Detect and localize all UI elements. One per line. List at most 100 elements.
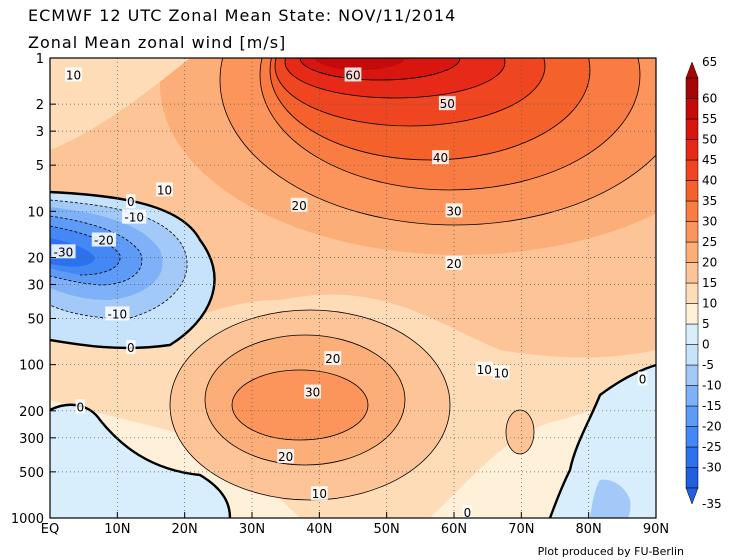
colorbar-label: 40 xyxy=(702,174,717,188)
contour-label: -10 xyxy=(108,307,128,321)
contour-label: 20 xyxy=(278,450,293,464)
contour-label-bg xyxy=(105,306,130,321)
colorbar-label: -30 xyxy=(702,461,722,475)
contour-label-bg xyxy=(122,209,147,224)
contour-label-bg xyxy=(475,361,493,376)
colorbar-label: -5 xyxy=(702,358,714,372)
colorbar-label: 60 xyxy=(702,92,717,106)
y-axis: 1 2 3 5 10 20 30 50 100 200 300 500 1000 xyxy=(11,52,56,527)
y-tick-label: 300 xyxy=(19,432,44,447)
colorbar-bin xyxy=(685,282,699,304)
colorbar-bin xyxy=(685,118,699,140)
grid-lines xyxy=(50,58,656,518)
colorbar-label: -10 xyxy=(702,379,722,393)
contour-label-bg xyxy=(156,182,173,197)
contour-label: 0 xyxy=(464,506,472,520)
contour-label: 60 xyxy=(345,68,360,82)
y-tick-label: 2 xyxy=(36,98,44,113)
x-tick-label: 10N xyxy=(104,522,130,537)
colorbar-bin xyxy=(685,405,699,427)
colorbar-bin xyxy=(685,159,699,181)
x-tick-label: EQ xyxy=(41,522,59,537)
contour-label: 30 xyxy=(446,204,461,218)
y-tick-label: 200 xyxy=(19,405,44,420)
colorbar-label: 45 xyxy=(702,153,717,167)
colorbar-bin xyxy=(685,241,699,263)
chart-subtitle: Zonal Mean zonal wind [m/s] xyxy=(28,33,287,52)
x-tick-label: 90N xyxy=(643,522,669,537)
colorbar-label: 0 xyxy=(702,338,710,352)
colorbar-label: -25 xyxy=(702,440,722,454)
contour-label-bg xyxy=(277,448,295,463)
contour-label: 0 xyxy=(127,341,135,355)
contour-label-bg xyxy=(637,371,648,386)
contour-lines xyxy=(50,58,656,501)
contour-label: -10 xyxy=(124,211,144,225)
contour-label-bg xyxy=(310,486,328,501)
contour-label: 50 xyxy=(440,97,455,111)
contour-label: 10 xyxy=(477,363,492,377)
colorbar-label: -35 xyxy=(702,497,722,511)
colorbar-bin xyxy=(685,344,699,366)
y-tick-label: 50 xyxy=(27,313,44,328)
colorbar-bin xyxy=(685,385,699,407)
x-tick-label: 50N xyxy=(374,522,400,537)
x-axis: EQ 10N 20N 30N 40N 50N 60N 70N 80N 90N xyxy=(41,512,669,537)
contour-label: 30 xyxy=(305,386,320,400)
x-tick-label: 40N xyxy=(306,522,332,537)
colorbar-bin xyxy=(685,303,699,325)
contour-label: 40 xyxy=(433,151,448,165)
colorbar-min-arrow xyxy=(685,487,699,505)
colorbar-label: 50 xyxy=(702,133,717,147)
contour-label: 10 xyxy=(66,68,81,82)
x-tick-label: 30N xyxy=(239,522,265,537)
y-tick-label: 10 xyxy=(27,205,44,220)
y-tick-label: 3 xyxy=(36,125,44,140)
contour-label: -30 xyxy=(54,245,74,259)
x-tick-label: 70N xyxy=(508,522,534,537)
colorbar-bin xyxy=(685,221,699,243)
contour-label-bg xyxy=(65,67,82,82)
y-tick-label: 1000 xyxy=(11,512,44,527)
colorbar-label: 20 xyxy=(702,256,717,270)
colorbar-label: 55 xyxy=(702,112,717,126)
y-tick-label: 500 xyxy=(19,466,44,481)
contour-label-bg xyxy=(304,384,321,399)
colorbar-label: -20 xyxy=(702,420,722,434)
contour-label: 20 xyxy=(325,352,340,366)
colorbar: -30 -25 -20 -15 -10 -5 0 5 10 15 20 25 30 35 40 45 50 55 6… xyxy=(685,55,722,511)
colorbar-label: 35 xyxy=(702,194,717,208)
contour-label-bg xyxy=(126,194,136,209)
contour-label-bg xyxy=(75,399,85,414)
contour-label-bg xyxy=(432,150,449,165)
credit-text: Plot produced by FU-Berlin xyxy=(537,545,684,558)
colorbar-label: 30 xyxy=(702,215,717,229)
plot-frame xyxy=(49,57,657,519)
colorbar-bin xyxy=(685,323,699,345)
contour-label: 10 xyxy=(493,366,508,380)
contour-label-bg xyxy=(290,197,308,212)
colorbar-bin xyxy=(685,262,699,284)
contour-label-bg xyxy=(462,505,473,520)
contour-label: 10 xyxy=(312,487,327,501)
contour-label-bg xyxy=(51,244,76,259)
contour-label-bg xyxy=(445,255,463,270)
x-tick-label: 60N xyxy=(441,522,467,537)
colorbar-label: 65 xyxy=(702,55,717,69)
y-tick-label: 20 xyxy=(27,251,44,266)
y-tick-label: 30 xyxy=(27,278,44,293)
colorbar-max-arrow xyxy=(685,61,699,79)
x-tick-label: 80N xyxy=(576,522,602,537)
colorbar-bin xyxy=(685,467,699,489)
contour-label: 0 xyxy=(127,195,135,209)
colorbar-bin xyxy=(685,200,699,222)
colorbar-bin xyxy=(685,364,699,386)
x-tick-label: 20N xyxy=(172,522,198,537)
colorbar-label: 5 xyxy=(702,317,710,331)
y-tick-label: 1 xyxy=(36,52,44,67)
contour-label-bg xyxy=(344,67,362,82)
chart-title: ECMWF 12 UTC Zonal Mean State: NOV/11/20… xyxy=(28,6,457,25)
contour-label: -20 xyxy=(94,234,114,248)
